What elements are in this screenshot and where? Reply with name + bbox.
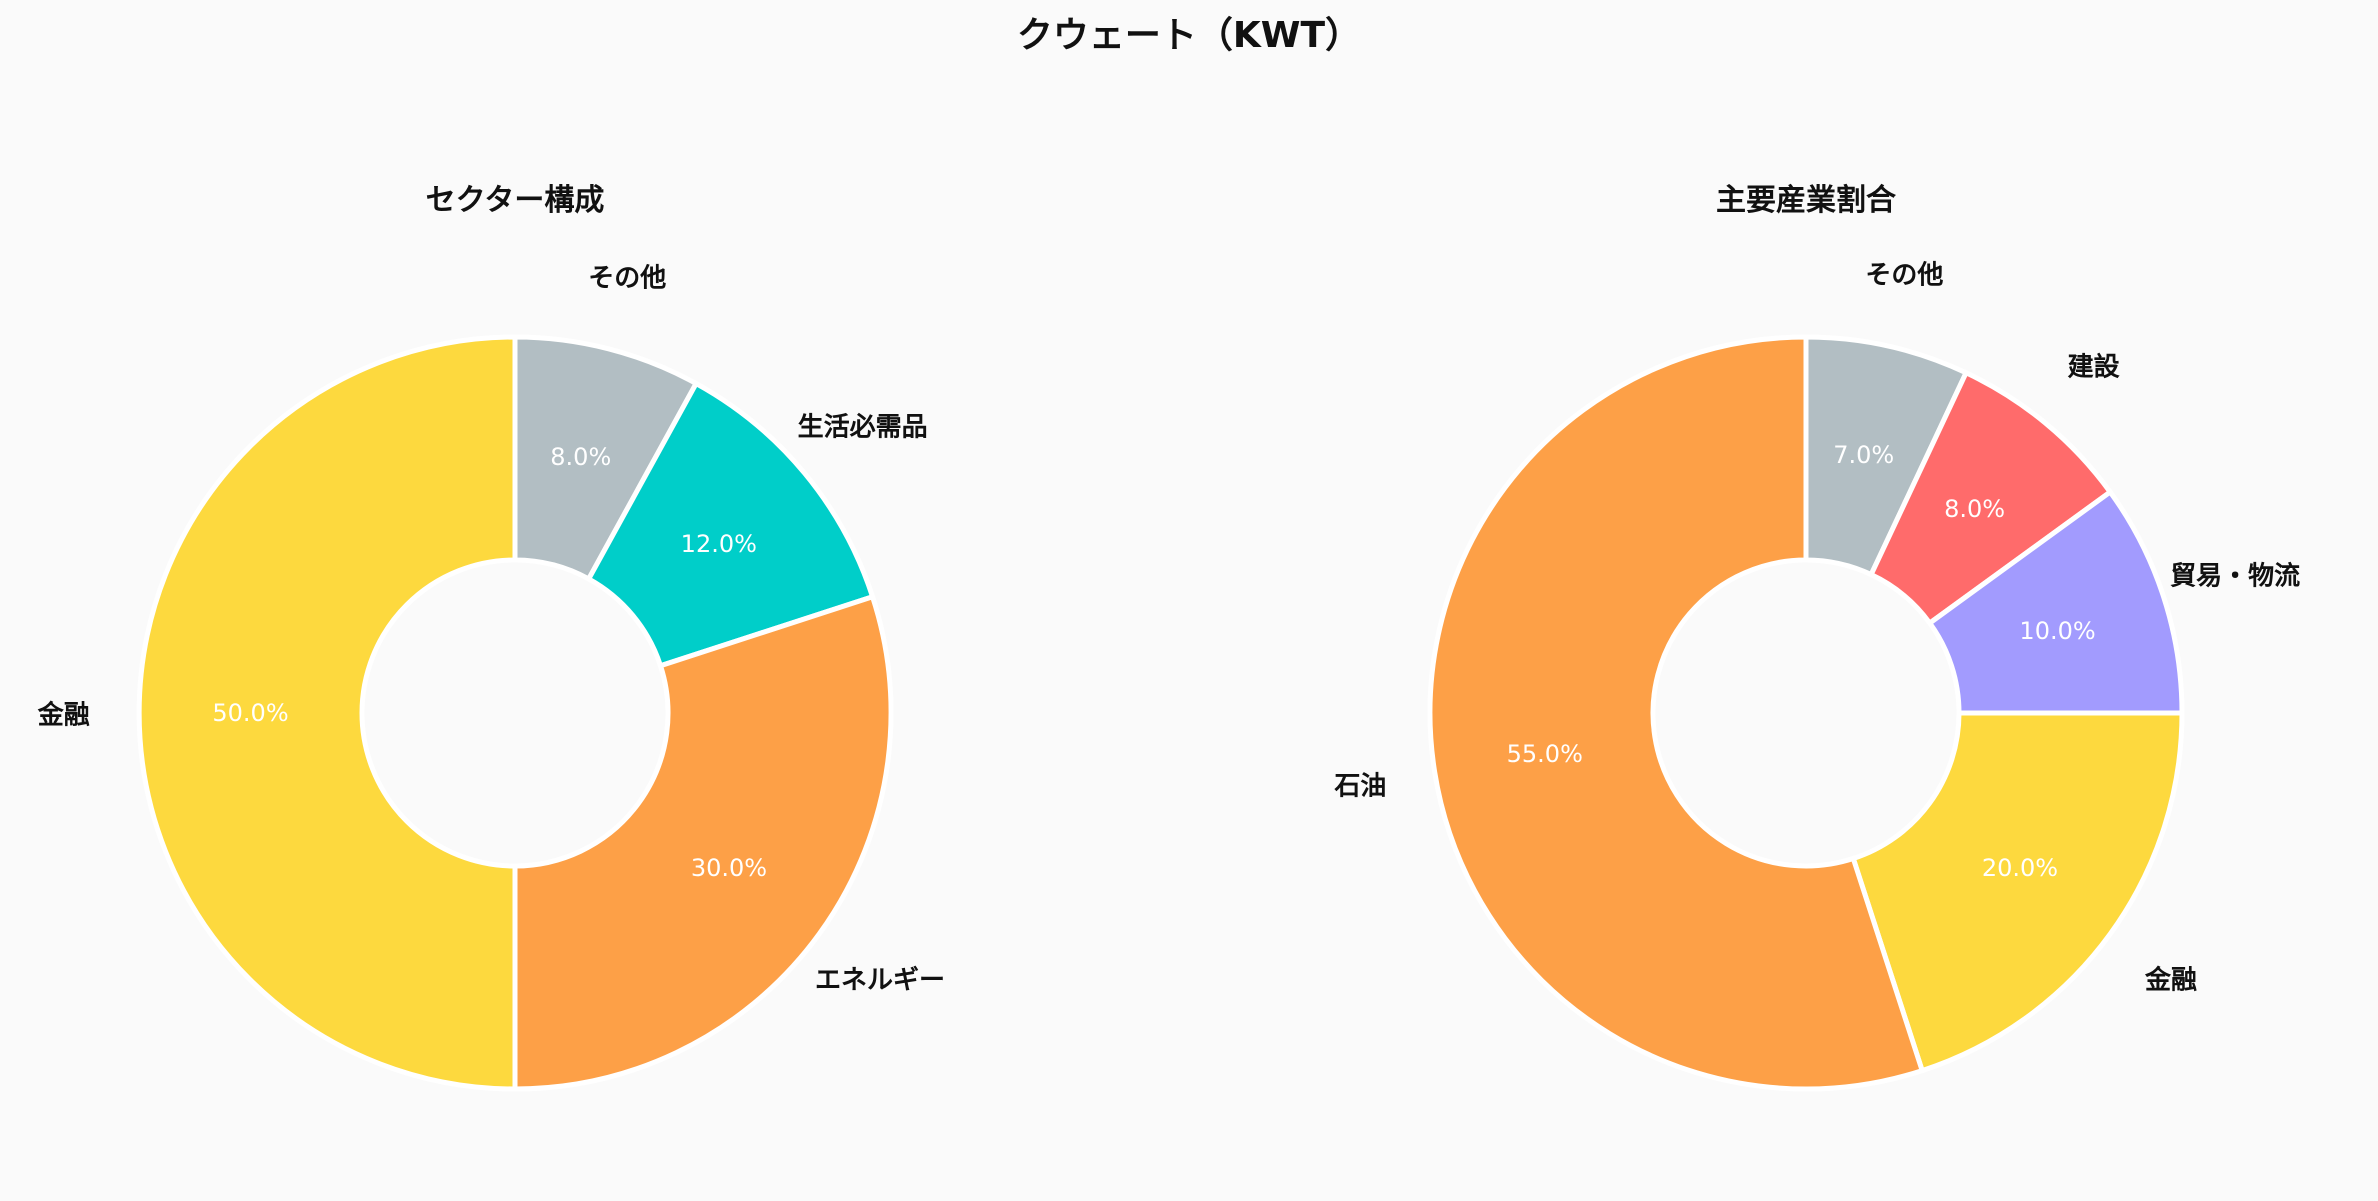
slice-category-label: 石油 — [1334, 771, 1387, 802]
slice-percent-label: 12.0% — [680, 530, 757, 559]
donut-slice — [585, 380, 876, 669]
slice-percent-label: 30.0% — [690, 854, 768, 883]
donut-slice — [512, 593, 894, 1092]
slice-percent-label: 55.0% — [1506, 740, 1583, 769]
slice-percent-label: 7.0% — [1833, 440, 1895, 469]
donut-slice — [1926, 488, 2185, 716]
sector-composition-chart: セクター構成 8.0% その他 12.0% 生活必需品 30.0% エネルギー 50.0% 金… — [37, 183, 946, 1092]
donut-slice — [1850, 710, 2185, 1074]
slice-category-label: エネルギー — [815, 965, 946, 996]
slice-category-label: 金融 — [2145, 965, 2198, 996]
slice-percent-label: 8.0% — [1944, 495, 2006, 524]
slice-category-label: 金融 — [37, 700, 90, 731]
slice-category-label: 貿易・物流 — [2170, 561, 2301, 592]
slice-category-label: 生活必需品 — [797, 412, 928, 443]
slice-category-label: その他 — [588, 263, 667, 294]
donut-chart — [136, 334, 894, 1092]
chart-title: 主要産業割合 — [1716, 183, 1896, 218]
donut-slice — [1427, 334, 1926, 1092]
slice-percent-label: 50.0% — [212, 699, 289, 727]
donut-slice — [136, 334, 518, 1092]
figure-title: クウェート（KWT） — [1016, 15, 1362, 56]
slice-category-label: 建設 — [2067, 352, 2120, 383]
chart-title: セクター構成 — [425, 183, 605, 218]
slice-percent-label: 8.0% — [550, 442, 612, 471]
slice-percent-label: 20.0% — [1981, 854, 2059, 883]
slice-percent-label: 10.0% — [2019, 617, 2096, 646]
slice-category-label: その他 — [1865, 260, 1944, 291]
